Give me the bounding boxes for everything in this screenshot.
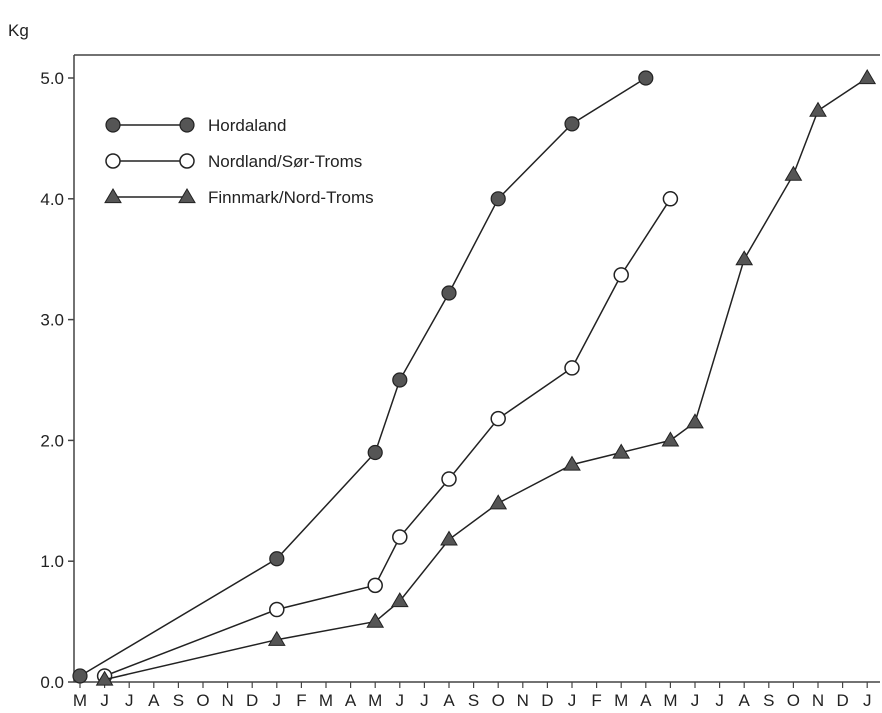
data-point <box>809 101 827 117</box>
data-point <box>269 551 285 567</box>
data-point <box>72 668 88 684</box>
data-point <box>441 471 457 487</box>
x-tick-label: F <box>296 691 306 710</box>
data-point <box>858 69 877 85</box>
legend-marker <box>179 153 195 169</box>
x-tick-label: J <box>568 691 577 710</box>
x-tick-label: M <box>663 691 677 710</box>
x-tick-label: O <box>492 691 505 710</box>
legend-label: Hordaland <box>208 116 286 135</box>
x-tick-label: D <box>246 691 258 710</box>
x-tick-label: A <box>345 691 357 710</box>
x-tick-label: A <box>739 691 751 710</box>
legend-label: Finnmark/Nord-Troms <box>208 188 374 207</box>
data-point <box>735 250 754 266</box>
data-point <box>490 410 506 427</box>
x-tick-label: J <box>691 691 700 710</box>
data-point <box>661 431 680 447</box>
x-tick-label: J <box>396 691 405 710</box>
series-2 <box>95 69 877 686</box>
y-tick-label: 5.0 <box>40 69 64 88</box>
y-tick-label: 3.0 <box>40 311 64 330</box>
y-tick-label: 1.0 <box>40 552 64 571</box>
y-axis-ticks: 0.0 1.0 2.0 3.0 4.0 5.0 <box>40 69 74 692</box>
x-tick-label: M <box>614 691 628 710</box>
data-point <box>563 455 581 471</box>
series-layer <box>72 69 877 686</box>
data-point <box>392 372 408 388</box>
x-tick-label: J <box>125 691 134 710</box>
y-tick-label: 2.0 <box>40 431 64 450</box>
data-point <box>564 116 580 132</box>
x-tick-label: M <box>319 691 333 710</box>
x-tick-label: O <box>787 691 800 710</box>
legend-marker <box>179 117 195 133</box>
y-tick-label: 0.0 <box>40 673 64 692</box>
legend-entry: Nordland/Sør-Troms <box>105 152 362 171</box>
data-point <box>441 285 457 301</box>
legend-marker <box>178 188 196 204</box>
series-0 <box>72 70 654 684</box>
data-point <box>784 165 803 181</box>
data-point <box>269 601 285 618</box>
x-tick-label: M <box>368 691 382 710</box>
x-tick-label: D <box>541 691 553 710</box>
data-point <box>686 413 704 429</box>
x-tick-label: A <box>640 691 652 710</box>
data-point <box>638 70 654 86</box>
x-tick-label: M <box>73 691 87 710</box>
x-tick-label: N <box>812 691 824 710</box>
x-tick-label: N <box>221 691 233 710</box>
y-axis-title: Kg <box>8 21 29 40</box>
data-point <box>367 577 383 594</box>
legend-label: Nordland/Sør-Troms <box>208 152 362 171</box>
x-tick-label: O <box>196 691 209 710</box>
x-tick-label: S <box>173 691 184 710</box>
legend-marker <box>105 117 121 133</box>
x-tick-label: J <box>100 691 109 710</box>
x-tick-label: F <box>591 691 601 710</box>
legend-marker <box>104 188 122 204</box>
legend-entry: Hordaland <box>105 116 286 135</box>
data-point <box>612 443 631 459</box>
x-tick-label: S <box>763 691 774 710</box>
x-tick-label: J <box>273 691 282 710</box>
series-line <box>79 77 647 677</box>
x-tick-label: J <box>715 691 724 710</box>
data-point <box>366 612 385 628</box>
data-point <box>390 592 409 608</box>
data-point <box>267 630 286 646</box>
x-tick-label: J <box>420 691 429 710</box>
data-point <box>613 267 629 283</box>
x-tick-label: J <box>863 691 872 710</box>
series-line <box>104 198 672 677</box>
x-tick-label: A <box>148 691 160 710</box>
x-tick-label: S <box>468 691 479 710</box>
data-point <box>440 530 458 546</box>
data-point <box>392 529 408 545</box>
y-tick-label: 4.0 <box>40 190 64 209</box>
data-point <box>490 191 506 207</box>
series-line <box>104 77 868 681</box>
data-point <box>367 444 383 461</box>
legend-marker <box>105 153 121 169</box>
legend: Hordaland Nordland/Sør-Troms Finnmark/Nord… <box>104 116 374 207</box>
data-point <box>95 670 114 686</box>
x-tick-label: A <box>443 691 455 710</box>
series-1 <box>96 191 679 684</box>
data-point <box>662 191 679 207</box>
data-point <box>489 494 508 510</box>
x-tick-label: N <box>517 691 529 710</box>
data-point <box>564 360 580 376</box>
x-tick-label: D <box>836 691 848 710</box>
legend-entry: Finnmark/Nord-Troms <box>104 188 374 207</box>
